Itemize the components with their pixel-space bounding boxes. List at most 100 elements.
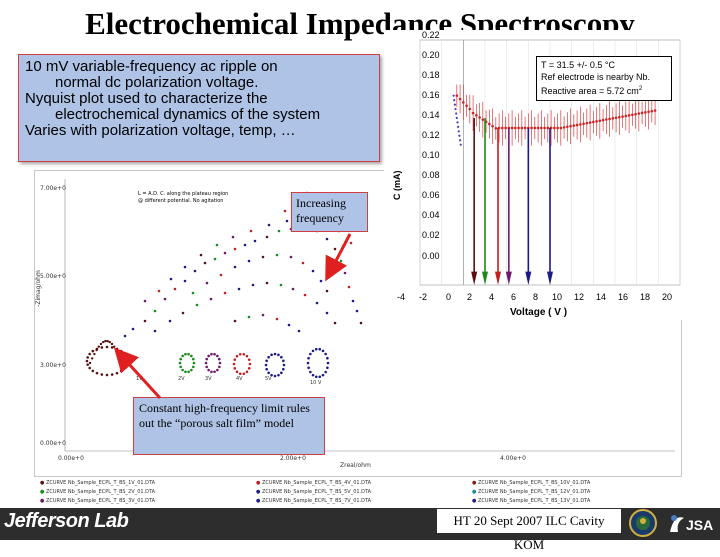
nyquist-point (245, 354, 249, 358)
nyquist-point (233, 319, 237, 323)
nyquist-point (326, 366, 329, 370)
nyquist-point (247, 259, 251, 263)
legend-temperature: T = 31.5 +/- 0.5 °C (541, 60, 615, 70)
constant-limit-arrow (113, 347, 162, 400)
nyquist-point (277, 373, 280, 377)
nyquist-point (275, 253, 279, 257)
data-point (530, 126, 533, 130)
nyquist-point (351, 299, 355, 303)
voltage-marker-arrow (471, 271, 478, 285)
data-point (514, 126, 517, 130)
data-point (520, 126, 524, 130)
data-point (546, 126, 550, 130)
nyquist-point (235, 370, 239, 374)
nyquist-point (235, 354, 239, 358)
nyquist-point (181, 311, 185, 315)
nyquist-point (277, 353, 280, 357)
constant-limit-callout: Constant high-frequency limit rules out … (133, 397, 325, 455)
data-point (631, 113, 634, 117)
nyquist-point (301, 261, 305, 265)
nyquist-point (183, 265, 187, 269)
voltage-x-tick: 0 (446, 292, 452, 302)
data-point (491, 124, 494, 128)
data-point (475, 113, 478, 117)
voltage-y-tick: 0.00 (422, 251, 440, 261)
nyquist-point (183, 279, 187, 283)
nyquist-point (204, 361, 208, 365)
nyquist-point (237, 287, 241, 291)
nyquist-point (349, 241, 353, 245)
nyquist-point (207, 354, 210, 358)
nyquist-point (309, 352, 312, 356)
nyquist-point (181, 368, 184, 372)
nyquist-point (283, 209, 287, 213)
nyquist-point (267, 355, 270, 359)
lead-point (459, 143, 462, 146)
voltage-x-tick: 14 (596, 292, 607, 302)
increasing-frequency-callout: Increasing frequency (291, 192, 368, 232)
nyquist-x-axis-label: Zreal/ohm (340, 462, 371, 469)
nyquist-point (100, 346, 104, 349)
nyquist-point (264, 363, 268, 367)
voltage-x-tick: 12 (574, 292, 585, 302)
nyquist-point (249, 229, 253, 233)
inner-legend-line-2: @ different potential. No agitation (138, 198, 224, 204)
data-point (634, 112, 637, 116)
nyquist-point (203, 261, 207, 265)
data-point (627, 114, 631, 117)
voltage-y-tick: 0.10 (422, 150, 440, 160)
nyquist-point (95, 371, 99, 375)
nyquist-point (359, 321, 363, 325)
nyquist-point (210, 370, 213, 374)
voltage-y-tick: 0.20 (422, 50, 440, 60)
nyquist-point (179, 365, 182, 369)
nyquist-point (282, 359, 285, 363)
nyquist-point (321, 373, 325, 377)
nyquist-point (216, 368, 219, 372)
nyquist-point (110, 373, 114, 376)
voltage-x-tick: 6 (511, 292, 517, 302)
nyquist-point (275, 317, 279, 321)
increasing-frequency-arrow (325, 233, 352, 282)
nyquist-point (218, 361, 222, 365)
nyquist-point (231, 235, 235, 239)
data-point (517, 126, 520, 130)
data-point (468, 107, 472, 111)
nyquist-point (267, 371, 270, 375)
data-point (585, 121, 589, 125)
data-point (553, 126, 556, 130)
nyquist-point (261, 255, 265, 259)
nyquist-point (233, 265, 237, 269)
nyquist-point (97, 345, 100, 348)
bullet-line: electrochemical dynamics of the system (55, 106, 321, 123)
nyquist-point (110, 346, 114, 349)
nyquist-point (215, 243, 219, 247)
nyquist-point (238, 352, 242, 356)
nyquist-point (247, 315, 251, 319)
inner-legend-line-1: L = A.D. C. along the plateau region (138, 191, 229, 197)
nyquist-point (216, 354, 219, 358)
data-point (605, 118, 608, 121)
data-point (650, 109, 654, 113)
nyquist-point (184, 352, 187, 356)
data-point (601, 118, 605, 122)
data-point (559, 126, 563, 130)
file-legend-entry: ● ZCURVE Nb_Sample_ECPL_T_BS_12V_01.DTA (472, 489, 591, 495)
nyquist-point (179, 357, 182, 361)
nyquist-point (325, 289, 329, 293)
nyquist-point (315, 301, 319, 305)
nyquist-point (318, 375, 322, 379)
nyquist-point (279, 283, 283, 287)
data-point (458, 97, 462, 101)
nyquist-point (314, 375, 318, 379)
nyquist-point (325, 237, 329, 241)
file-legend-entry: ● ZCURVE Nb_Sample_ECPL_T_BS_10V_01.DTA (472, 480, 591, 486)
nyquist-point (280, 355, 283, 359)
nyquist-y-tick: 3.00e+0 (40, 362, 66, 369)
voltage-x-tick: 2 (467, 292, 473, 302)
data-point (614, 116, 618, 120)
data-point (621, 115, 624, 118)
nyquist-point (325, 311, 329, 315)
nyquist-point (213, 257, 217, 261)
nyquist-point (333, 247, 337, 251)
